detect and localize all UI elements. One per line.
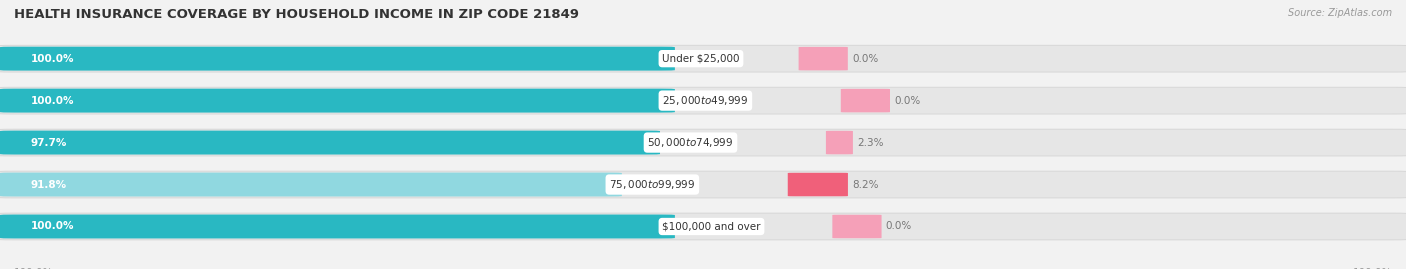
Text: 91.8%: 91.8%: [31, 179, 67, 190]
Text: 100.0%: 100.0%: [31, 221, 75, 232]
FancyBboxPatch shape: [0, 215, 675, 238]
FancyBboxPatch shape: [799, 47, 848, 70]
Text: 0.0%: 0.0%: [894, 95, 921, 106]
FancyBboxPatch shape: [0, 173, 621, 196]
Text: 8.2%: 8.2%: [852, 179, 879, 190]
Text: 100.0%: 100.0%: [1353, 268, 1392, 269]
FancyBboxPatch shape: [841, 89, 890, 112]
Text: 100.0%: 100.0%: [31, 95, 75, 106]
FancyBboxPatch shape: [0, 213, 1406, 240]
Text: $100,000 and over: $100,000 and over: [662, 221, 761, 232]
FancyBboxPatch shape: [0, 131, 659, 154]
FancyBboxPatch shape: [825, 131, 853, 154]
FancyBboxPatch shape: [0, 171, 1406, 198]
Text: $25,000 to $49,999: $25,000 to $49,999: [662, 94, 748, 107]
Text: 2.3%: 2.3%: [858, 137, 883, 148]
Text: Source: ZipAtlas.com: Source: ZipAtlas.com: [1288, 8, 1392, 18]
Text: 100.0%: 100.0%: [14, 268, 53, 269]
Text: Under $25,000: Under $25,000: [662, 54, 740, 64]
FancyBboxPatch shape: [787, 173, 848, 196]
FancyBboxPatch shape: [0, 47, 675, 70]
Text: 100.0%: 100.0%: [31, 54, 75, 64]
FancyBboxPatch shape: [832, 215, 882, 238]
Text: HEALTH INSURANCE COVERAGE BY HOUSEHOLD INCOME IN ZIP CODE 21849: HEALTH INSURANCE COVERAGE BY HOUSEHOLD I…: [14, 8, 579, 21]
FancyBboxPatch shape: [0, 45, 1406, 72]
Text: $50,000 to $74,999: $50,000 to $74,999: [647, 136, 734, 149]
Text: $75,000 to $99,999: $75,000 to $99,999: [609, 178, 696, 191]
Text: 97.7%: 97.7%: [31, 137, 67, 148]
FancyBboxPatch shape: [0, 89, 675, 112]
FancyBboxPatch shape: [0, 129, 1406, 156]
Text: 0.0%: 0.0%: [886, 221, 912, 232]
Text: 0.0%: 0.0%: [852, 54, 879, 64]
FancyBboxPatch shape: [0, 87, 1406, 114]
